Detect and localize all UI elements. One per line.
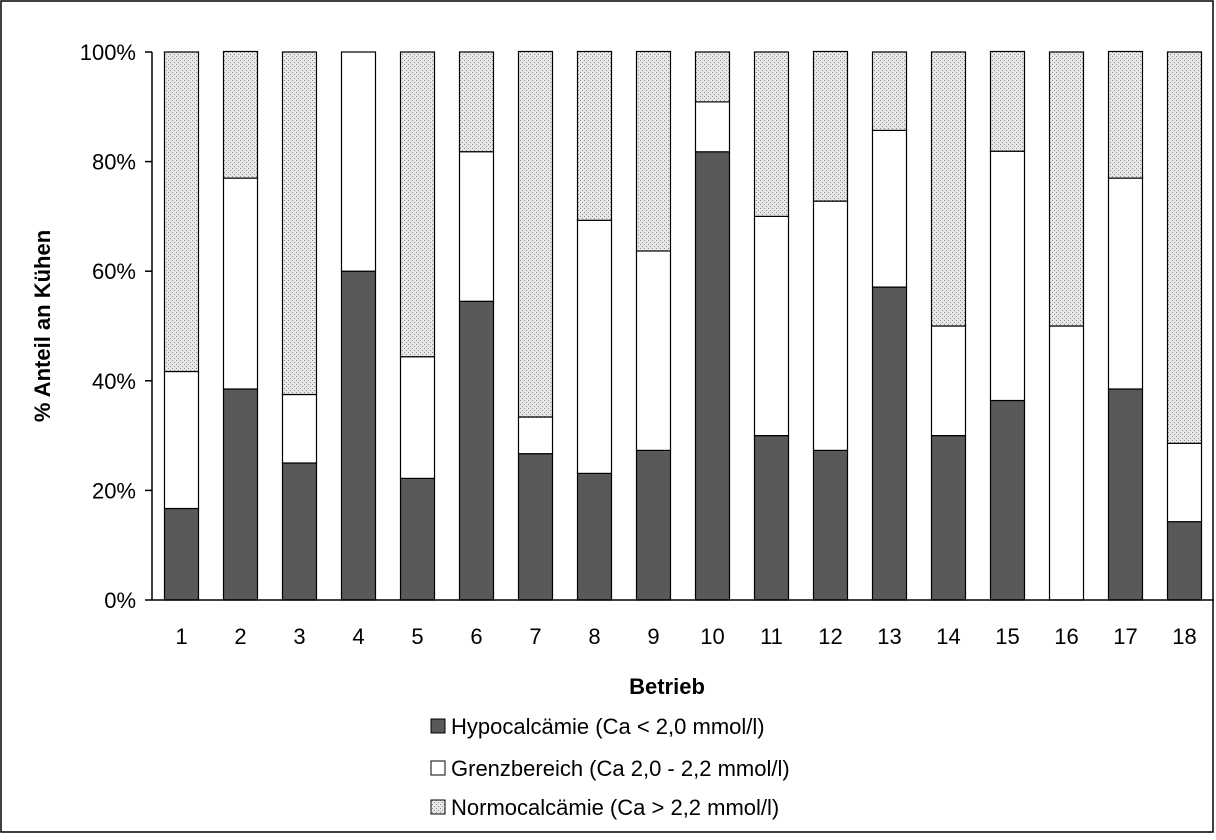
bar-hypocalcaemie-betrieb-18 bbox=[1166, 520, 1203, 601]
bar-normocalcaemie-betrieb-12 bbox=[812, 50, 849, 202]
bar-hypocalcaemie-betrieb-7 bbox=[517, 453, 554, 601]
x-tick-label-11: 11 bbox=[760, 624, 783, 649]
bar-hypocalcaemie-betrieb-14 bbox=[930, 435, 967, 601]
y-tick-label-2: 40% bbox=[92, 369, 136, 394]
x-tick-label-6: 6 bbox=[470, 624, 482, 649]
bar-normocalcaemie-betrieb-1 bbox=[163, 51, 200, 373]
y-tick-label-5: 100% bbox=[80, 40, 136, 65]
bar-hypocalcaemie-betrieb-13 bbox=[871, 286, 908, 601]
legend-item-hypocalcaemie: Hypocalcämie (Ca < 2,0 mmol/l) bbox=[430, 714, 765, 739]
bar-grenzbereich-betrieb-3 bbox=[281, 393, 318, 464]
bar-normocalcaemie-betrieb-13 bbox=[871, 51, 908, 132]
bar-normocalcaemie-betrieb-8 bbox=[576, 50, 613, 221]
legend-label-hypocalcaemie: Hypocalcämie (Ca < 2,0 mmol/l) bbox=[451, 714, 765, 739]
bar-normocalcaemie-betrieb-6 bbox=[458, 51, 495, 153]
bar-grenzbereich-betrieb-11 bbox=[753, 215, 790, 437]
bar-grenzbereich-betrieb-7 bbox=[517, 416, 554, 455]
y-tick-label-0: 0% bbox=[104, 588, 136, 613]
y-tick-label-4: 80% bbox=[92, 150, 136, 175]
x-tick-label-1: 1 bbox=[175, 624, 187, 649]
bar-normocalcaemie-betrieb-10 bbox=[694, 51, 731, 103]
bar-hypocalcaemie-betrieb-6 bbox=[458, 300, 495, 601]
x-tick-label-3: 3 bbox=[293, 624, 305, 649]
x-tick-label-16: 16 bbox=[1054, 624, 1078, 649]
bar-normocalcaemie-betrieb-18 bbox=[1166, 51, 1203, 444]
bar-grenzbereich-betrieb-9 bbox=[635, 250, 672, 451]
x-axis-title: Betrieb bbox=[629, 674, 705, 699]
bar-hypocalcaemie-betrieb-4 bbox=[340, 270, 377, 601]
bar-normocalcaemie-betrieb-9 bbox=[635, 50, 672, 252]
bar-normocalcaemie-betrieb-7 bbox=[517, 50, 554, 418]
bar-grenzbereich-betrieb-18 bbox=[1166, 442, 1203, 523]
bar-grenzbereich-betrieb-16 bbox=[1048, 325, 1085, 601]
legend-swatch-hypocalcaemie bbox=[430, 718, 446, 734]
x-tick-label-13: 13 bbox=[877, 624, 901, 649]
bar-grenzbereich-betrieb-4 bbox=[340, 51, 377, 272]
bars-layer bbox=[163, 50, 1203, 601]
bar-grenzbereich-betrieb-5 bbox=[399, 356, 436, 480]
y-axis-title: % Anteil an Kühen bbox=[30, 230, 55, 422]
legend-swatch-normocalcaemie bbox=[430, 799, 446, 815]
bar-normocalcaemie-betrieb-5 bbox=[399, 51, 436, 358]
legend-item-normocalcaemie: Normocalcämie (Ca > 2,2 mmol/l) bbox=[430, 795, 779, 820]
bar-hypocalcaemie-betrieb-8 bbox=[576, 472, 613, 601]
bar-normocalcaemie-betrieb-17 bbox=[1107, 50, 1144, 179]
bar-grenzbereich-betrieb-8 bbox=[576, 219, 613, 474]
x-tick-label-7: 7 bbox=[529, 624, 541, 649]
bar-normocalcaemie-betrieb-16 bbox=[1048, 51, 1085, 327]
y-tick-label-3: 60% bbox=[92, 259, 136, 284]
x-tick-label-4: 4 bbox=[352, 624, 364, 649]
bar-hypocalcaemie-betrieb-10 bbox=[694, 151, 731, 601]
bar-grenzbereich-betrieb-14 bbox=[930, 325, 967, 437]
x-tick-label-9: 9 bbox=[647, 624, 659, 649]
bar-grenzbereich-betrieb-2 bbox=[222, 177, 259, 390]
legend-item-grenzbereich: Grenzbereich (Ca 2,0 - 2,2 mmol/l) bbox=[430, 756, 790, 781]
x-tick-label-15: 15 bbox=[995, 624, 1019, 649]
bar-hypocalcaemie-betrieb-11 bbox=[753, 435, 790, 601]
bar-grenzbereich-betrieb-17 bbox=[1107, 177, 1144, 390]
y-tick-label-1: 20% bbox=[92, 478, 136, 503]
x-tick-label-12: 12 bbox=[818, 624, 842, 649]
x-tick-labels: 1 2 3 4 5 6 7 8 9 10 11 12 13 14 15 16 17 18 bbox=[175, 624, 1196, 649]
bar-grenzbereich-betrieb-10 bbox=[694, 101, 731, 153]
x-tick-label-5: 5 bbox=[411, 624, 423, 649]
bar-grenzbereich-betrieb-15 bbox=[989, 150, 1026, 402]
legend-label-grenzbereich: Grenzbereich (Ca 2,0 - 2,2 mmol/l) bbox=[451, 756, 790, 781]
bar-normocalcaemie-betrieb-11 bbox=[753, 51, 790, 217]
x-tick-label-8: 8 bbox=[588, 624, 600, 649]
bar-hypocalcaemie-betrieb-2 bbox=[222, 388, 259, 601]
legend-label-normocalcaemie: Normocalcämie (Ca > 2,2 mmol/l) bbox=[451, 795, 779, 820]
bar-hypocalcaemie-betrieb-9 bbox=[635, 449, 672, 601]
x-tick-label-10: 10 bbox=[700, 624, 724, 649]
x-tick-label-2: 2 bbox=[234, 624, 246, 649]
bar-normocalcaemie-betrieb-3 bbox=[281, 51, 318, 396]
bar-hypocalcaemie-betrieb-3 bbox=[281, 462, 318, 601]
x-tick-label-14: 14 bbox=[936, 624, 960, 649]
bar-hypocalcaemie-betrieb-15 bbox=[989, 399, 1026, 601]
bar-hypocalcaemie-betrieb-5 bbox=[399, 477, 436, 601]
bar-hypocalcaemie-betrieb-12 bbox=[812, 449, 849, 601]
bar-grenzbereich-betrieb-1 bbox=[163, 370, 200, 510]
bar-grenzbereich-betrieb-13 bbox=[871, 129, 908, 288]
bar-grenzbereich-betrieb-6 bbox=[458, 151, 495, 302]
y-tick-labels: 0% 20% 40% 60% 80% 100% bbox=[80, 40, 136, 613]
legend-swatch-grenzbereich bbox=[430, 760, 446, 776]
bar-hypocalcaemie-betrieb-17 bbox=[1107, 388, 1144, 601]
x-tick-label-18: 18 bbox=[1172, 624, 1196, 649]
legend: Hypocalcämie (Ca < 2,0 mmol/l) Grenzbere… bbox=[430, 714, 790, 820]
bar-hypocalcaemie-betrieb-1 bbox=[163, 507, 200, 601]
bar-normocalcaemie-betrieb-14 bbox=[930, 51, 967, 327]
bar-normocalcaemie-betrieb-2 bbox=[222, 50, 259, 179]
x-tick-label-17: 17 bbox=[1113, 624, 1137, 649]
bar-grenzbereich-betrieb-12 bbox=[812, 200, 849, 452]
axis-layer bbox=[145, 51, 1214, 601]
bar-normocalcaemie-betrieb-15 bbox=[989, 50, 1026, 152]
